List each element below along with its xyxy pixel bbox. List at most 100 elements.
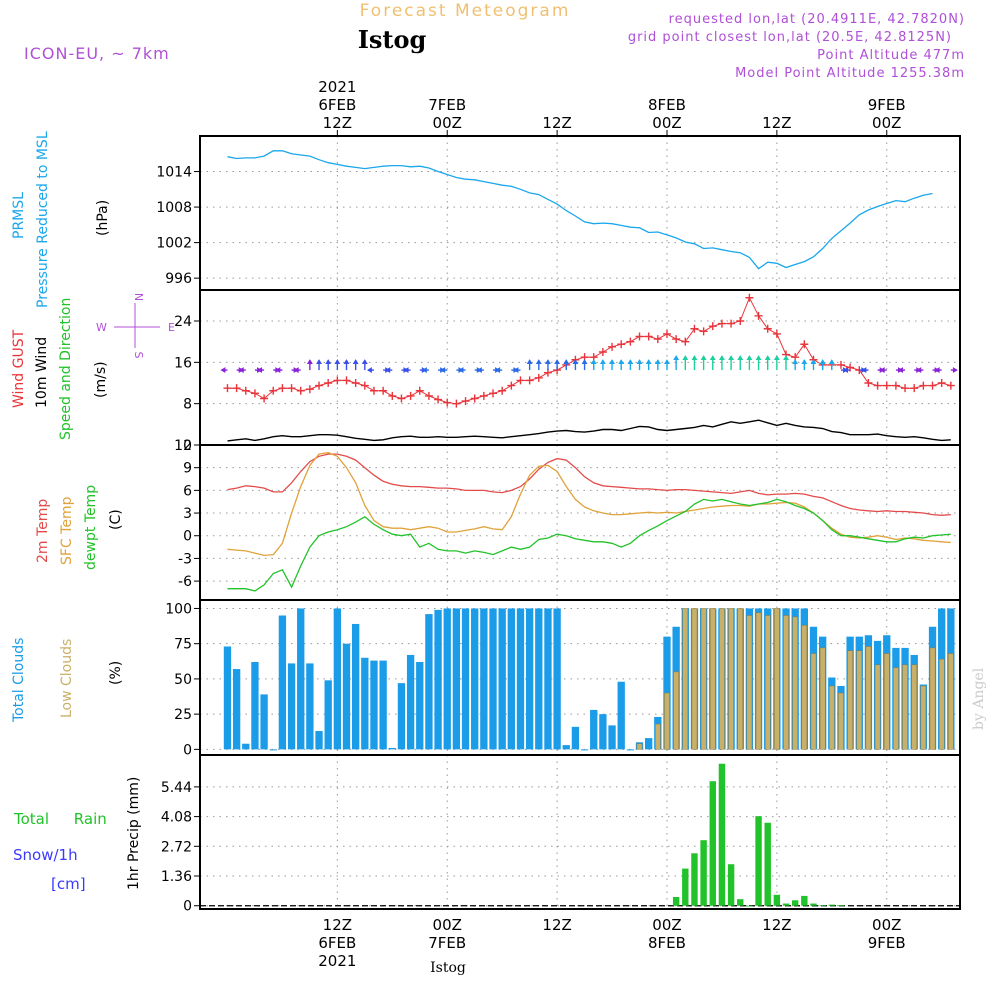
gust-marker [864,379,873,387]
wind-arrow-head [385,367,391,374]
total-cloud-bar [223,646,232,750]
chart-title: Forecast Meteogram [360,1,571,21]
panel-frame [199,444,961,601]
wind-arrow-head [898,367,903,374]
gust-marker [800,340,809,349]
y-tick-label: 0 [183,899,192,915]
gust-marker [424,391,433,400]
total-cloud-bar [379,660,387,750]
wind-arrow-head [554,359,561,365]
total-cloud-bar [397,683,406,750]
rain-bar [672,896,680,906]
top-time-label: 9FEB [868,96,906,114]
low-cloud-bar [673,671,679,750]
wind-arrow-head [843,367,849,374]
gust-marker [754,311,763,320]
gust-marker [534,373,543,382]
wind-speed-line [227,419,951,442]
pressure-line [227,150,933,270]
wind-arrow-head [664,359,670,365]
total-cloud-bar [342,643,351,750]
gust-marker [305,385,314,394]
bottom-time-label: 7FEB [428,934,466,952]
gust-marker [269,386,278,395]
y-tick-label: 0 [183,438,192,454]
snow-label: Snow/1h [13,846,78,864]
total-cloud-bar [626,749,635,751]
point-altitude: Point Altitude 477m [817,48,965,63]
bottom-time-label: 12Z [542,916,571,934]
gust-marker [406,391,415,400]
gust-marker [278,384,287,393]
wind-arrow-head [645,359,652,365]
gust-marker [836,360,845,369]
gust-marker [232,384,241,393]
wind-arrow-head [535,359,542,365]
gust-marker [946,381,955,390]
low-cloud-bar [819,647,826,750]
top-time-label: 7FEB [428,96,466,114]
y-tick-label: 1014 [156,165,192,181]
precip-labels: Total Rain Snow/1h [cm] 1hr Precip (mm) [13,777,142,893]
wind-arrow-head [682,355,689,361]
y-tick-label: 1008 [156,200,192,216]
low-cloud-bar [828,685,835,750]
y-tick-label: 6 [183,483,192,499]
wind-arrow-head [367,367,372,374]
compass-west: W [96,321,107,334]
rain-bar [691,853,698,906]
y-tick-label: 75 [174,637,192,653]
wind-arrow-head [627,359,634,365]
total-cloud-bar [260,694,268,750]
gust-marker [891,381,900,390]
pressure-msl-label: Pressure Reduced to MSL [35,131,51,308]
gust-marker [324,379,333,387]
total-cloud-bar [617,681,625,750]
gust-marker [681,337,690,346]
dewpt-temp-label: dewpt Temp [83,485,99,570]
rain-bar [682,868,689,906]
wind-arrow-head [783,355,789,361]
panel-frame [199,289,961,446]
wind-arrow-head [916,367,922,374]
gust-marker [223,384,232,393]
gust-label: Wind GUST [11,329,27,408]
gust-marker [525,376,534,385]
rain-bar [828,904,836,906]
wind-arrow-head [746,355,753,361]
gust-marker [763,324,772,333]
total-cloud-bar [599,714,607,750]
total-cloud-bar [297,608,305,750]
y-tick-label: 100 [165,601,192,617]
gust-marker [260,394,269,403]
y-tick-label: 8 [183,397,192,413]
total-cloud-bar [571,726,580,750]
wind-arrow-head [421,367,427,374]
gust-marker [919,381,928,390]
bottom-time-label: 2021 [318,952,356,970]
wind-arrow-head [257,367,263,374]
gust-marker [379,386,388,395]
wind-arrow-head [764,355,771,361]
total-cloud-bar [370,660,378,750]
low-cloud-bar [783,615,789,750]
wind-arrow-head [458,367,464,374]
total-cloud-bar [269,749,277,751]
top-time-label: 12Z [323,114,352,132]
total-cloud-bar [287,663,296,750]
low-cloud-bar [746,615,753,750]
gust-marker [434,395,443,404]
wind-arrow-head [403,367,409,374]
gust-marker [470,394,479,403]
total-cloud-bar [480,608,488,750]
temp-unit-label: (C) [108,509,124,530]
y-tick-label: 996 [165,271,192,287]
low-cloud-bar [865,646,872,750]
bottom-time-label: 12Z [323,916,352,934]
total-cloud-bar [315,731,323,750]
model-altitude: Model Point Altitude 1255.38m [735,66,965,81]
compass-east: E [168,321,175,334]
wind-arrow-head [238,367,244,374]
wind-arrow-head [691,355,698,361]
